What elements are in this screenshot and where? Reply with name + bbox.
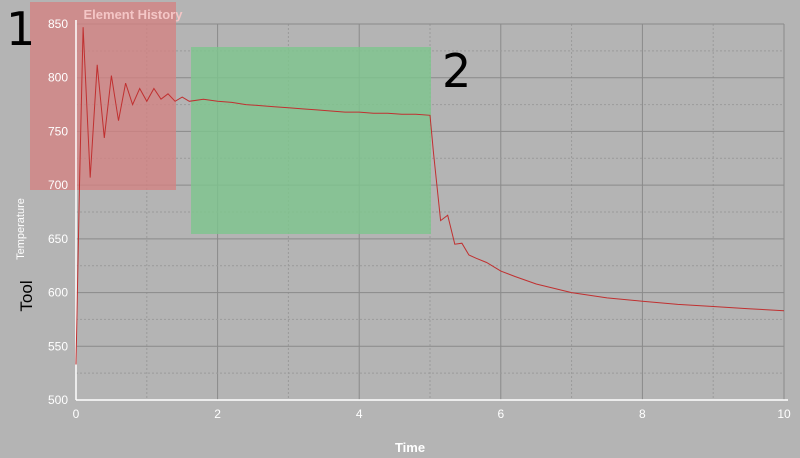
y-tick-label: 850 xyxy=(48,17,68,31)
x-tick-label: 6 xyxy=(497,407,504,421)
x-tick-label: 4 xyxy=(356,407,363,421)
tick-labels: 0 2 4 6 8 10 500 550 600 650 700 750 800 850 xyxy=(48,17,791,421)
chart-title: Element History xyxy=(84,7,184,22)
highlight-region-2 xyxy=(191,47,431,234)
y-tick-label: 700 xyxy=(48,178,68,192)
panel-label-2: 2 xyxy=(442,44,472,98)
highlight-region-1 xyxy=(30,2,176,190)
x-tick-label: 8 xyxy=(639,407,646,421)
y-tick-label: 600 xyxy=(48,286,68,300)
y-tick-label: 650 xyxy=(48,232,68,246)
y-tick-label: 500 xyxy=(48,393,68,407)
y-tick-label: 550 xyxy=(48,339,68,353)
axes xyxy=(75,20,788,401)
y-tick-label: 750 xyxy=(48,124,68,138)
tool-temperature-line xyxy=(75,27,785,365)
y-axis-label-main: Tool xyxy=(17,280,36,311)
x-tick-label: 0 xyxy=(73,407,80,421)
x-tick-label: 10 xyxy=(777,407,791,421)
x-tick-label: 2 xyxy=(214,407,221,421)
x-axis-label: Time xyxy=(395,440,425,455)
y-tick-label: 800 xyxy=(48,71,68,85)
panel-label-1: 1 xyxy=(6,2,36,56)
y-axis-label-sub: Temperature xyxy=(15,198,27,260)
